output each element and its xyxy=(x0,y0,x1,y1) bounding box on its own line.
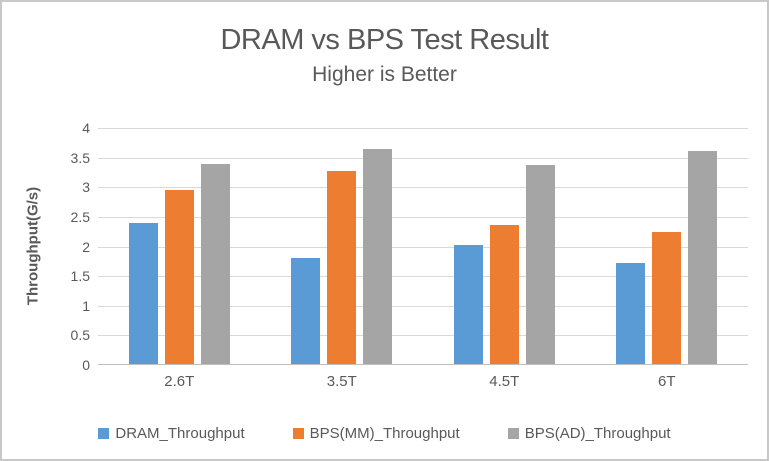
plot-area xyxy=(98,128,748,365)
bar xyxy=(489,224,519,364)
x-axis-line xyxy=(98,364,748,365)
gridline xyxy=(98,246,748,248)
gridline xyxy=(98,157,748,159)
legend-item: DRAM_Throughput xyxy=(98,425,245,442)
gridline xyxy=(98,335,748,337)
bar xyxy=(164,190,194,364)
x-tick-label: 3.5T xyxy=(326,373,357,390)
bar xyxy=(327,171,357,364)
chart-title: DRAM vs BPS Test Result xyxy=(220,24,549,56)
bar xyxy=(525,165,555,364)
legend-label: BPS(MM)_Throughput xyxy=(309,425,460,442)
legend-item: BPS(MM)_Throughput xyxy=(292,425,460,442)
bar xyxy=(688,150,718,364)
x-tick-label: 4.5T xyxy=(489,373,520,390)
y-tick-label: 4 xyxy=(82,120,90,136)
y-tick-label: 2.5 xyxy=(70,208,90,225)
legend-label: BPS(AD)_Throughput xyxy=(524,425,671,442)
bar xyxy=(652,232,682,364)
gridline xyxy=(98,305,748,307)
legend-color-swatch-icon xyxy=(98,428,110,439)
bar xyxy=(616,263,646,364)
chart-subtitle: Higher is Better xyxy=(312,63,457,86)
gridline xyxy=(98,187,748,189)
legend-item: BPS(AD)_Throughput xyxy=(507,425,671,442)
y-tick-label: 3.5 xyxy=(70,149,90,166)
y-tick-label: 1.5 xyxy=(70,268,90,285)
y-tick-label: 0.5 xyxy=(70,327,90,344)
bar xyxy=(200,163,230,364)
bar xyxy=(128,222,158,364)
legend: DRAM_Throughput BPS(MM)_Throughput BPS(AD)… xyxy=(2,425,767,442)
gridline xyxy=(98,128,748,129)
gridline xyxy=(98,216,748,218)
bar xyxy=(291,258,321,364)
x-tick-label: 2.6T xyxy=(164,373,195,390)
y-tick-label: 3 xyxy=(82,179,90,196)
x-tick-label: 6T xyxy=(657,373,676,390)
legend-color-swatch-icon xyxy=(507,428,519,439)
y-tick-label: 0 xyxy=(82,357,90,373)
y-tick-label: 2 xyxy=(82,238,90,255)
gridline xyxy=(98,276,748,278)
legend-color-swatch-icon xyxy=(292,428,304,439)
bar xyxy=(453,244,483,364)
y-tick-label: 1 xyxy=(82,297,90,314)
y-axis-title: Throughput(G/s) xyxy=(24,186,42,306)
legend-label: DRAM_Throughput xyxy=(115,425,245,442)
bar xyxy=(363,149,393,364)
